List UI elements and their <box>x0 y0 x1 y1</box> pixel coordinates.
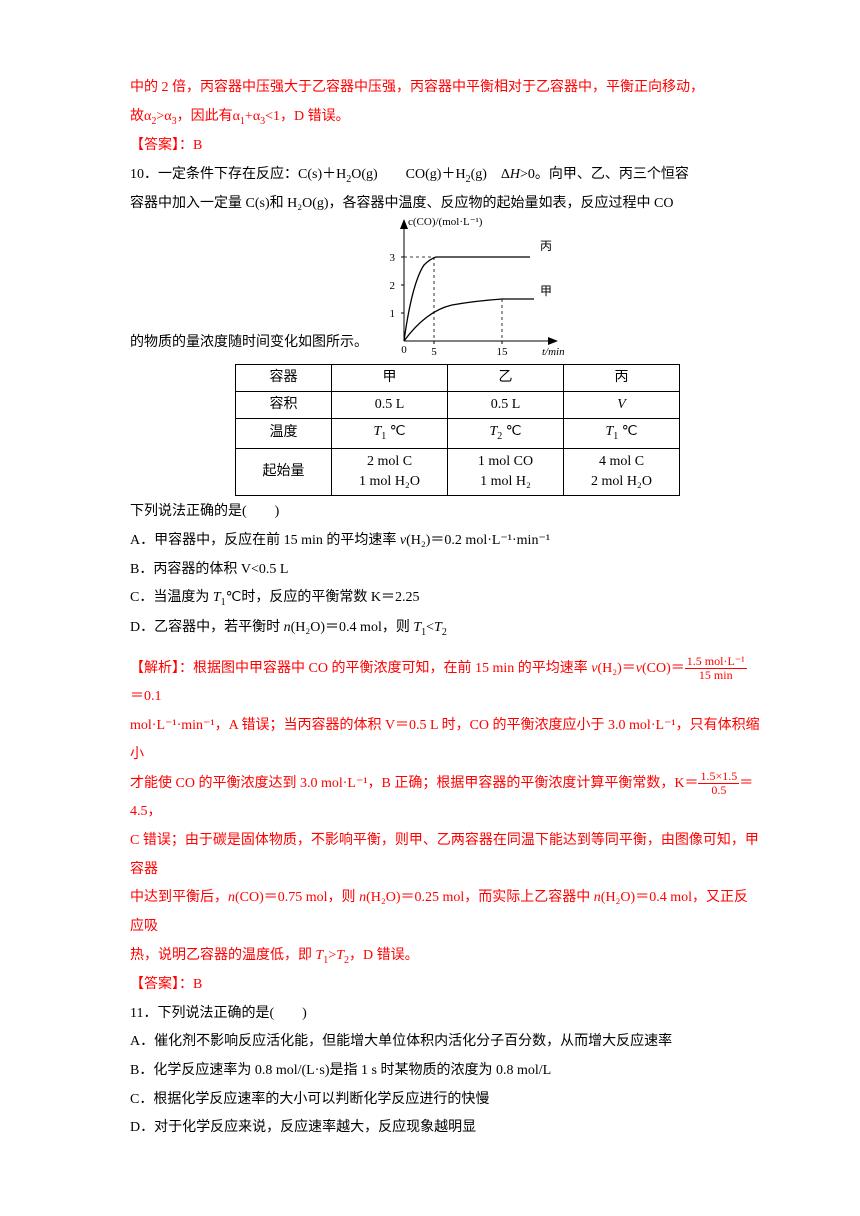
table-row: 容器 甲 乙 丙 <box>236 364 680 391</box>
svg-text:甲: 甲 <box>540 284 552 298</box>
q11-prompt: 11．下列说法正确的是( ) <box>130 1000 760 1029</box>
table-row: 容积 0.5 L 0.5 L V <box>236 391 680 418</box>
sol10-line-1: 【解析】：根据图中甲容器中 CO 的平衡浓度可知，在前 15 min 的平均速率… <box>130 655 760 712</box>
sol10-line-6: 热，说明乙容器的温度低，即 T1>T2，D 错误。 <box>130 942 760 971</box>
sol10-answer: 【答案】：B <box>130 971 760 1000</box>
svg-text:t/min: t/min <box>542 346 565 358</box>
q10-prompt: 下列说法正确的是( ) <box>130 498 760 527</box>
sol10-line-5: 中达到平衡后，n(CO)＝0.75 mol，则 n(H₂O)＝0.25 mol，… <box>130 884 760 941</box>
q10-optC: C．当温度为 T1℃时，反应的平衡常数 K＝2.25 <box>130 584 760 613</box>
table-row: 温度 T1 ℃ T2 ℃ T1 ℃ <box>236 419 680 448</box>
svg-text:3: 3 <box>390 252 396 264</box>
sol10-line-4: C 错误；由于碳是固体物质，不影响平衡，则甲、乙两容器在同温下能达到等同平衡，由… <box>130 827 760 884</box>
svg-text:丙: 丙 <box>540 239 552 253</box>
svg-text:2: 2 <box>390 280 396 292</box>
conditions-table: 容器 甲 乙 丙 容积 0.5 L 0.5 L V 温度 T1 ℃ T2 ℃ T… <box>235 364 680 496</box>
q10-line-1: 10．一定条件下存在反应：C(s)＋H2O(g) CO(g)＋H2(g) ΔH>… <box>130 161 760 190</box>
concentration-chart: 1 2 3 0 5 15 c(CO)/(mol·L⁻¹) 丙 甲 t/min <box>374 213 574 358</box>
q11-optC: C．根据化学反应速率的大小可以判断化学反应进行的快慢 <box>130 1086 760 1115</box>
q10-optD: D．乙容器中，若平衡时 n(H₂O)＝0.4 mol，则 T1<T2 <box>130 614 760 643</box>
svg-text:1: 1 <box>390 308 396 320</box>
svg-text:c(CO)/(mol·L⁻¹): c(CO)/(mol·L⁻¹) <box>408 216 483 228</box>
svg-text:0: 0 <box>401 344 407 356</box>
intro-line-2: 故α2>α3，因此有α1+α3<1，D 错误。 <box>130 103 760 132</box>
q10-optB: B．丙容器的体积 V<0.5 L <box>130 556 760 585</box>
svg-text:5: 5 <box>431 346 437 358</box>
intro-answer: 【答案】：B <box>130 132 760 161</box>
q11-optD: D．对于化学反应来说，反应速率越大，反应现象越明显 <box>130 1114 760 1143</box>
q10-optA: A．甲容器中，反应在前 15 min 的平均速率 v(H₂)＝0.2 mol·L… <box>130 527 760 556</box>
q11-optA: A．催化剂不影响反应活化能，但能增大单位体积内活化分子百分数，从而增大反应速率 <box>130 1028 760 1057</box>
table-row: 起始量 2 mol C1 mol H₂O 1 mol CO1 mol H₂ 4 … <box>236 448 680 496</box>
sol10-line-3: 才能使 CO 的平衡浓度达到 3.0 mol·L⁻¹，B 正确；根据甲容器的平衡… <box>130 770 760 827</box>
sol10-line-2: mol·L⁻¹·min⁻¹，A 错误；当丙容器的体积 V＝0.5 L 时，CO … <box>130 712 760 769</box>
svg-text:15: 15 <box>497 346 509 358</box>
intro-line-1: 中的 2 倍，丙容器中压强大于乙容器中压强，丙容器中平衡相对于乙容器中，平衡正向… <box>130 74 760 103</box>
q10-line-3: 的物质的量浓度随时间变化如图所示。 <box>130 329 368 358</box>
chart-row: 的物质的量浓度随时间变化如图所示。 1 2 3 0 5 15 <box>130 219 760 358</box>
q11-optB: B．化学反应速率为 0.8 mol/(L·s)是指 1 s 时某物质的浓度为 0… <box>130 1057 760 1086</box>
